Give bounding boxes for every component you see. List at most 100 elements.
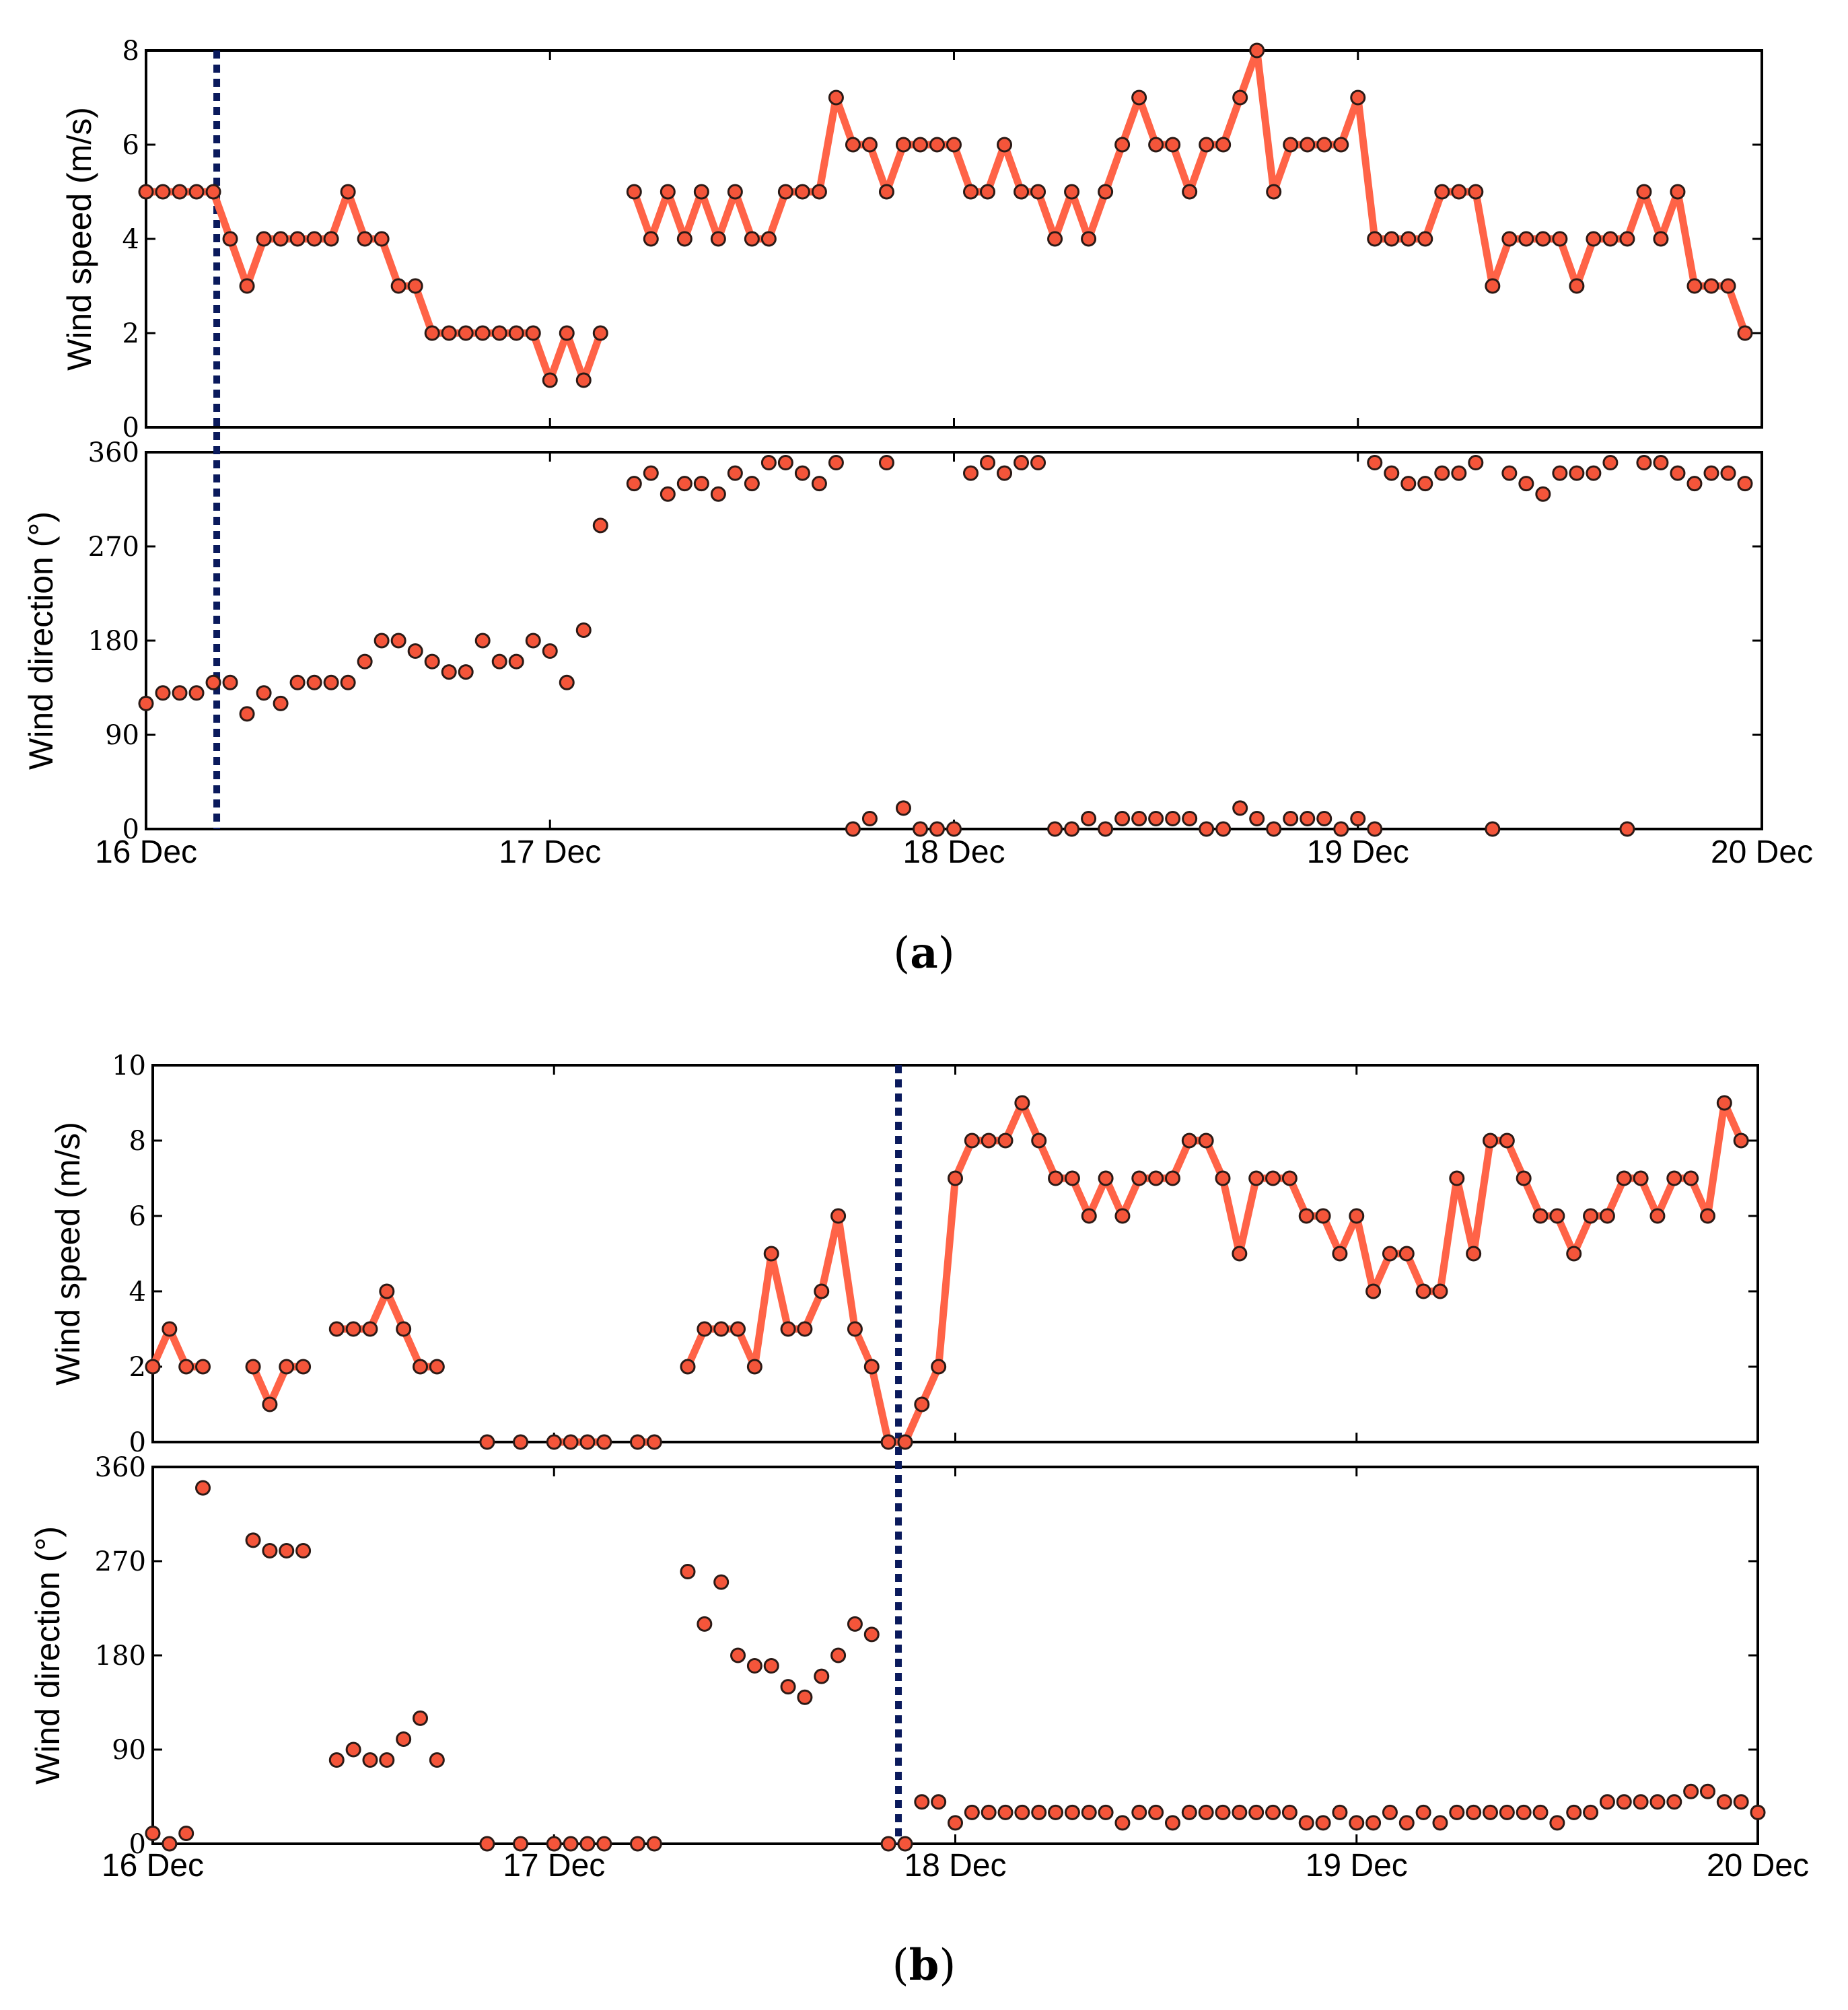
direction-point [155,685,171,701]
direction-point [878,455,894,471]
speed-point [1549,1208,1565,1224]
direction-point [1699,1783,1715,1799]
speed-point [155,184,171,200]
speed-point [1649,1208,1666,1224]
speed-point [1265,1170,1281,1186]
direction-ytick-label: 180 [95,1641,146,1672]
direction-point [1716,1794,1732,1810]
speed-point [1499,1133,1515,1149]
speed-point [222,231,238,247]
speed-point [1466,1246,1482,1262]
panel-a-speed-ylabel: Wind speed (m/s) [61,107,98,371]
panel-a-letter: a [910,928,937,978]
direction-point [458,664,474,680]
direction-point [245,1532,261,1548]
speed-point [948,1170,963,1186]
speed-point [626,184,642,200]
speed-point [1583,1208,1599,1224]
direction-point [1432,1815,1448,1831]
panel-b-speed-series [145,1095,1749,1450]
speed-point [1699,1208,1715,1224]
speed-point [1468,184,1484,200]
speed-point [1666,1170,1682,1186]
direction-point [1468,455,1484,471]
direction-point [1583,1804,1599,1820]
direction-point [760,455,777,471]
speed-point [1333,137,1349,153]
direction-point [845,821,861,837]
speed-point [845,137,861,153]
speed-point [407,278,423,294]
direction-ytick-label: 0 [122,814,139,845]
speed-point [508,325,524,341]
direction-point [1449,1804,1465,1820]
speed-point [362,1321,378,1337]
direction-point [1686,476,1703,492]
direction-point [1014,1804,1030,1820]
direction-point [563,1836,579,1852]
xtick-label: 16 Dec [95,834,197,870]
direction-point [1316,810,1332,826]
direction-point [1232,800,1248,816]
speed-point [1432,1283,1448,1299]
speed-point [830,1208,847,1224]
direction-point [1081,1804,1097,1820]
speed-point [744,231,760,247]
direction-point [1198,1804,1214,1820]
direction-point [1014,455,1030,471]
panel-b-direction-series [145,1480,1766,1852]
direction-point [295,1542,312,1558]
speed-point [239,278,255,294]
direction-point [172,685,188,701]
direction-point [579,1836,596,1852]
speed-point [1633,1170,1649,1186]
direction-point [797,1689,813,1705]
xtick-label: 19 Dec [1307,834,1409,870]
speed-point [1619,231,1635,247]
direction-point [1720,465,1736,481]
speed-point [980,184,996,200]
direction-point [1733,1794,1749,1810]
direction-point [1031,1804,1047,1820]
direction-point [374,633,390,649]
direction-point [746,1658,762,1674]
direction-point [643,465,659,481]
speed-point [814,1283,830,1299]
direction-point [222,674,238,690]
direction-point [997,1804,1014,1820]
speed-point [1535,231,1551,247]
direction-point [980,455,996,471]
speed-point [1451,184,1467,200]
speed-point [474,325,491,341]
speed-point [1552,231,1568,247]
speed-point [863,1359,880,1375]
speed-point [693,184,709,200]
direction-point [777,455,793,471]
direction-point [1619,821,1635,837]
direction-point [546,1836,562,1852]
speed-point [441,325,457,341]
direction-point [897,1836,913,1852]
speed-point [1064,1170,1080,1186]
direction-point [407,643,423,659]
direction-point [1365,1815,1382,1831]
direction-point [1398,1815,1415,1831]
direction-point [138,695,154,711]
direction-point [1535,486,1551,502]
direction-point [1248,1804,1265,1820]
direction-point [362,1752,378,1768]
speed-point [1516,1170,1532,1186]
direction-point [1636,455,1652,471]
direction-point [1164,1815,1180,1831]
speed-point [205,184,221,200]
speed-point [138,184,154,200]
direction-point [205,674,221,690]
direction-point [1485,821,1501,837]
speed-point [1599,1208,1615,1224]
speed-point [1483,1133,1498,1149]
direction-point [929,821,945,837]
direction-point [1232,1804,1248,1820]
direction-point [946,821,962,837]
direction-point [525,633,541,649]
